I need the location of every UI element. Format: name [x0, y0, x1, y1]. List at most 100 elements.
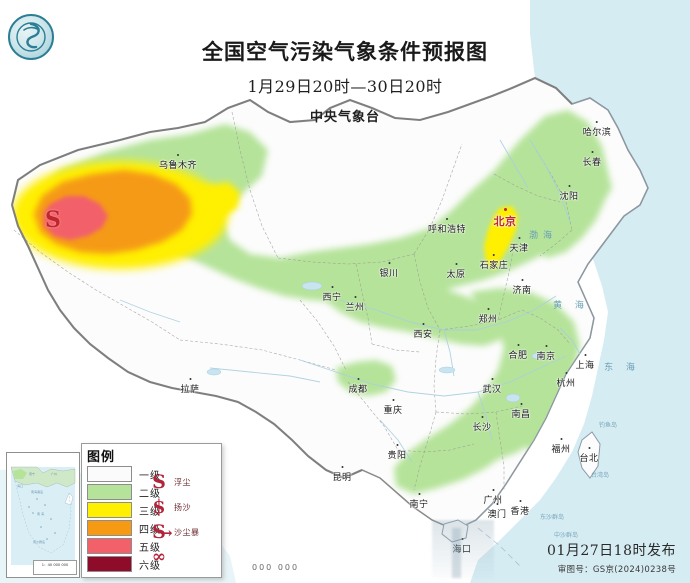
city-label-text: 香港 — [510, 507, 530, 517]
city-label-text: 拉萨 — [180, 385, 200, 395]
legend-level-row: 六级 — [87, 555, 161, 573]
legend-symbol-label: 沙尘暴 — [174, 528, 200, 537]
city-label: 广州 — [483, 489, 502, 506]
approval-number: 审图号：GS京(2024)0238号 — [557, 565, 676, 575]
city-marker-dot — [445, 218, 448, 220]
legend-level-label: 二级 — [139, 488, 161, 500]
city-label-text: 武汉 — [482, 385, 502, 395]
legend-title: 图例 — [87, 450, 116, 465]
city-label-text: 兰州 — [345, 303, 365, 313]
legend-level-label: 三级 — [139, 506, 161, 518]
city-label: 重庆 — [383, 399, 403, 416]
dust-marker-tarim: S — [45, 207, 61, 233]
inset-scale-label: 1：40 000 000 — [33, 560, 77, 575]
island-label: 中沙群岛 — [553, 532, 579, 539]
city-label: 太原 — [446, 263, 465, 280]
city-label-text: 合肥 — [508, 351, 528, 361]
island-label: 钓鱼岛 — [598, 422, 618, 429]
legend-symbol-list: S 浮尘 $ 扬沙 S → 沙尘暴 ∞ — [146, 470, 222, 570]
city-label-text: 昆明 — [332, 473, 352, 483]
city-label-text: 南昌 — [511, 410, 531, 420]
island-label: 东沙群岛 — [539, 514, 565, 521]
legend-symbol-row: ∞ — [146, 545, 222, 570]
coordinate-marks: 000 000 — [252, 563, 300, 572]
city-marker-dot — [587, 447, 590, 449]
legend-level-list: 一级 二级 三级 四级 五级 六级 — [87, 465, 161, 573]
legend-color-swatch — [87, 538, 132, 554]
city-label: 济南 — [512, 279, 532, 296]
issue-time: 01月27日18时发布 — [547, 543, 676, 559]
city-marker-dot — [460, 538, 463, 540]
city-label-text: 南京 — [536, 352, 556, 362]
rivers — [119, 139, 581, 463]
city-label-text: 贵阳 — [387, 451, 407, 461]
city-marker-dot — [520, 279, 523, 281]
legend-color-swatch — [87, 556, 132, 572]
city-marker-dot — [395, 444, 398, 446]
legend-level-row: 二级 — [87, 483, 161, 501]
city-label: 澳门 — [487, 503, 507, 520]
city-marker-dot — [564, 372, 567, 374]
city-label: 南京 — [536, 345, 556, 362]
city-label-text: 成都 — [348, 385, 368, 395]
lakes — [206, 281, 545, 403]
legend-symbol-row: S → 沙尘暴 — [146, 520, 222, 545]
city-marker-dot — [176, 154, 179, 156]
svg-text:南沙群岛: 南沙群岛 — [33, 539, 45, 544]
city-marker-dot — [417, 493, 420, 495]
city-label: 合肥 — [508, 344, 528, 361]
city-label-text: 天津 — [509, 244, 529, 254]
level-2-region — [30, 110, 612, 494]
city-label-text: 杭州 — [556, 379, 576, 389]
city-label-text: 重庆 — [383, 406, 403, 416]
city-label-text: 海口 — [452, 545, 471, 555]
city-label-text: 长沙 — [472, 423, 492, 433]
city-marker-dot — [590, 151, 593, 153]
city-label: 银川 — [379, 262, 398, 279]
legend-level-row: 五级 — [87, 537, 161, 555]
city-label: 杭州 — [556, 372, 576, 389]
city-label-text: 澳门 — [487, 510, 507, 520]
legend-level-row: 三级 — [87, 501, 161, 519]
city-marker-dot — [188, 378, 191, 380]
city-label: 兰州 — [345, 296, 365, 313]
city-marker-dot — [421, 323, 424, 325]
city-label-text: 乌鲁木齐 — [158, 161, 198, 171]
city-label-text: 济南 — [512, 286, 532, 296]
city-marker-dot — [544, 345, 547, 347]
city-label-text: 台北 — [579, 454, 599, 464]
city-label-text: 郑州 — [478, 315, 498, 325]
south-china-sea-inset[interactable]: 南宁 广州 海口 南海诸岛 南 海南沙群岛 1：40 000 000 — [6, 452, 80, 578]
legend-color-swatch — [87, 502, 132, 518]
city-label: 南宁 — [409, 493, 428, 510]
legend-level-label: 一级 — [139, 470, 161, 482]
city-marker-dot — [595, 121, 598, 123]
legend-level-row: 一级 — [87, 465, 161, 483]
city-label: 成都 — [348, 378, 368, 395]
city-label: 昆明 — [332, 466, 352, 483]
city-marker-dot — [517, 237, 520, 239]
city-label-text: 哈尔滨 — [582, 128, 612, 138]
city-marker-dot — [567, 185, 570, 187]
city-label: 哈尔滨 — [582, 121, 612, 138]
city-marker-dot — [492, 254, 495, 256]
city-label: 郑州 — [478, 308, 498, 325]
city-label: 长春 — [582, 151, 601, 168]
city-label: 福州 — [551, 438, 571, 455]
sea-label: 东 海 — [604, 363, 640, 373]
svg-text:南宁: 南宁 — [29, 471, 35, 476]
city-label-text: 福州 — [551, 445, 571, 455]
city-label: 乌鲁木齐 — [158, 154, 198, 171]
city-label-text: 呼和浩特 — [427, 225, 467, 235]
arrow-icon: → — [160, 524, 173, 542]
coastline — [454, 97, 649, 531]
city-label: 南昌 — [511, 403, 531, 420]
sandstorm-symbol: S → — [152, 521, 173, 543]
city-label-text: 西安 — [413, 330, 433, 340]
city-label: 长沙 — [472, 416, 492, 433]
city-label: 台北 — [579, 447, 599, 464]
city-marker-dot — [356, 378, 359, 380]
legend-color-swatch — [87, 484, 132, 500]
city-marker-dot — [330, 286, 333, 288]
